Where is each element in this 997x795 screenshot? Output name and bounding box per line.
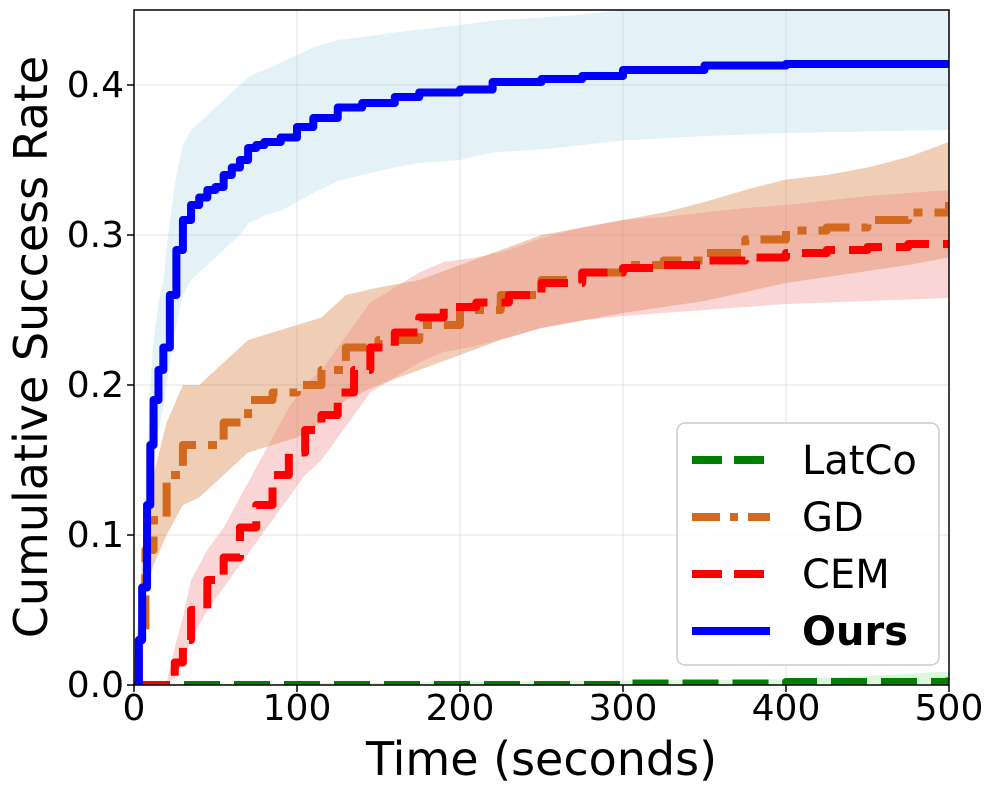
y-tick-label: 0.0 xyxy=(67,665,124,706)
x-axis-label: Time (seconds) xyxy=(365,732,717,786)
y-axis-label: Cumulative Success Rate xyxy=(4,56,58,638)
x-tick-label: 200 xyxy=(426,688,495,729)
ours-confidence-band xyxy=(134,10,949,685)
axis-ticks: 0 100 200 300 400 500 0.0 0.1 0.2 0.3 0.4 xyxy=(67,65,984,729)
x-tick-label: 400 xyxy=(752,688,821,729)
legend-box xyxy=(676,422,940,666)
legend: LatCo GD CEM Ours xyxy=(676,422,940,666)
cem-line xyxy=(134,240,949,685)
latco-line xyxy=(134,677,949,685)
ours-line xyxy=(134,60,949,685)
y-tick-label: 0.2 xyxy=(67,365,124,406)
gd-line xyxy=(134,202,949,685)
x-tick-label: 0 xyxy=(123,688,146,729)
legend-label-cem: CEM xyxy=(802,552,890,598)
plot-frame xyxy=(133,9,950,686)
series-lines xyxy=(134,60,949,685)
gd-confidence-band xyxy=(134,142,949,685)
legend-label-latco: LatCo xyxy=(802,438,917,484)
x-tick-label: 100 xyxy=(263,688,332,729)
x-tick-label: 500 xyxy=(915,688,984,729)
legend-label-ours: Ours xyxy=(802,609,908,655)
y-tick-label: 0.1 xyxy=(67,515,124,556)
legend-label-gd: GD xyxy=(802,495,864,541)
x-tick-label: 300 xyxy=(589,688,658,729)
y-tick-label: 0.4 xyxy=(67,65,124,106)
y-tick-label: 0.3 xyxy=(67,215,124,256)
